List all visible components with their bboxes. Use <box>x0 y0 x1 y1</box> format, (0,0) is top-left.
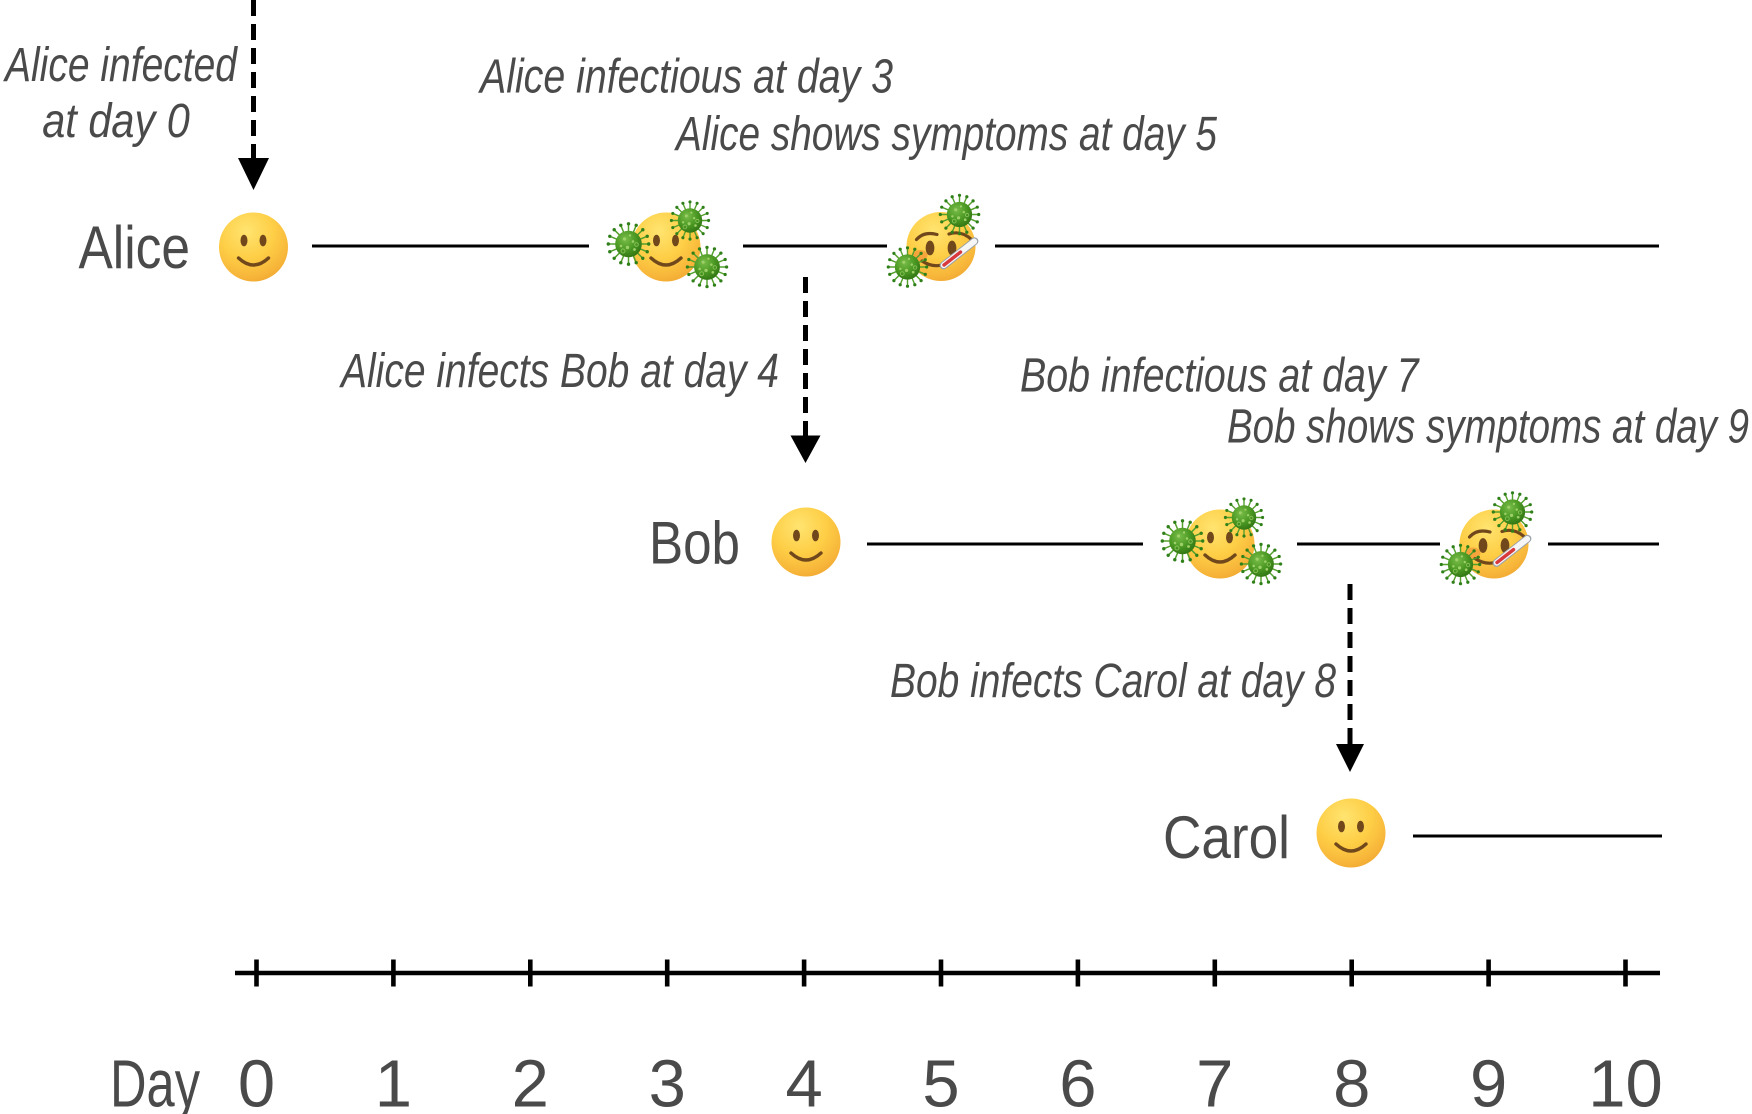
svg-text:at day 0: at day 0 <box>42 94 190 148</box>
svg-text:10: 10 <box>1588 1047 1663 1114</box>
svg-text:Carol: Carol <box>1163 804 1290 871</box>
svg-text:Bob: Bob <box>649 510 740 577</box>
svg-text:0: 0 <box>238 1047 275 1114</box>
svg-text:3: 3 <box>649 1047 686 1114</box>
svg-text:Alice: Alice <box>79 214 191 281</box>
svg-text:8: 8 <box>1333 1047 1370 1114</box>
svg-text:Alice infectious at day 3: Alice infectious at day 3 <box>478 50 893 104</box>
svg-text:7: 7 <box>1196 1047 1233 1114</box>
svg-text:4: 4 <box>785 1047 822 1114</box>
svg-text:1: 1 <box>375 1047 412 1114</box>
svg-text:Alice infects Bob at day 4: Alice infects Bob at day 4 <box>339 344 779 398</box>
svg-text:Bob infectious at day 7: Bob infectious at day 7 <box>1020 349 1420 403</box>
svg-text:Bob infects Carol at day 8: Bob infects Carol at day 8 <box>890 654 1336 708</box>
svg-text:Bob shows symptoms at day 9: Bob shows symptoms at day 9 <box>1227 400 1749 454</box>
svg-text:Alice shows symptoms at day 5: Alice shows symptoms at day 5 <box>674 107 1218 161</box>
svg-text:9: 9 <box>1470 1047 1507 1114</box>
svg-text:5: 5 <box>922 1047 959 1114</box>
svg-text:Alice infected: Alice infected <box>3 38 239 92</box>
svg-text:6: 6 <box>1059 1047 1096 1114</box>
svg-text:2: 2 <box>512 1047 549 1114</box>
svg-text:Day: Day <box>110 1047 200 1114</box>
